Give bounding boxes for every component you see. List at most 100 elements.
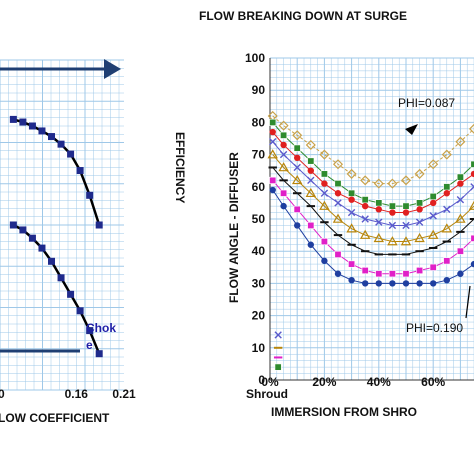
flow-arrow-head	[104, 59, 121, 79]
flow-angle-series-7-point	[294, 222, 301, 229]
flow-angle-series-6-point	[429, 263, 437, 271]
flow-angle-chart-title: FLOW BREAKING DOWN AT SURGE	[199, 9, 407, 23]
flow-angle-series-7-point	[457, 270, 464, 277]
flow-angle-x-tick-label: 20%	[312, 375, 336, 389]
phi-0190-pointer	[465, 285, 471, 319]
flow-angle-series-0-point	[360, 175, 371, 186]
flow-angle-series-2-point	[416, 206, 423, 213]
flow-angle-series-4-point	[427, 229, 439, 239]
flow-angle-series-4-point	[319, 200, 330, 210]
flow-angle-series-6-point	[361, 267, 369, 275]
flow-angle-series-7-point	[269, 186, 276, 194]
flow-angle-y-tick-label: 20	[252, 309, 266, 323]
efficiency-x-ticks: 0.16 0.21 0	[0, 387, 136, 401]
flow-angle-series-6-point	[269, 176, 277, 184]
flow-angle-series-7-point	[443, 276, 450, 284]
flow-angle-series-4-point	[346, 223, 357, 233]
flow-angle-series-2-point	[294, 154, 301, 162]
efficiency-series-0-point	[9, 115, 17, 123]
flow-angle-series-7-point	[348, 276, 355, 284]
efficiency-series-1-point	[67, 290, 75, 298]
efficiency-series-group	[9, 115, 103, 358]
flow-angle-series-1-point	[443, 183, 451, 191]
flow-angle-y-tick-label: 100	[245, 51, 265, 65]
flow-angle-y-tick-label: 80	[252, 115, 266, 129]
flow-angle-series-3-point	[361, 215, 369, 223]
efficiency-chart: 0.16 0.21 0 Chok e LOW COEFFICIENT EFFICIE…	[0, 59, 187, 425]
flow-angle-series-3-point	[347, 208, 356, 217]
flow-angle-series-1-point	[348, 189, 356, 197]
efficiency-arrows	[0, 59, 121, 353]
efficiency-x-axis-label: LOW COEFFICIENT	[0, 411, 110, 425]
flow-angle-series-3-point	[320, 189, 329, 197]
efficiency-series-1-point	[95, 350, 103, 358]
flow-angle-series-2-point	[334, 190, 342, 197]
phi-0087-arrowhead	[405, 124, 418, 135]
flow-angle-series-3-point	[443, 205, 451, 214]
flow-angle-series-7-point	[321, 257, 328, 265]
flow-angle-series-3-point	[334, 199, 342, 207]
flow-angle-y-tick-label: 90	[252, 83, 266, 97]
flow-angle-series-2-point	[362, 202, 369, 210]
flow-angle-y-tick-label: 60	[252, 180, 266, 194]
shroud-label: Shroud	[246, 387, 288, 401]
flow-angle-series-2-point	[280, 141, 287, 149]
flow-angle-series-3-point	[293, 163, 301, 172]
flow-angle-y-tick-label: 40	[252, 244, 266, 258]
flow-angle-series-0-point	[305, 139, 316, 150]
flow-angle-series-group	[267, 110, 474, 287]
flow-angle-series-1-point	[269, 118, 277, 126]
efficiency-series-0-point	[57, 140, 65, 148]
flow-angle-series-1-point	[293, 144, 301, 152]
flow-angle-x-axis-label: IMMERSION FROM SHRO	[271, 405, 417, 419]
flow-angle-series-0-point	[346, 168, 357, 179]
efficiency-grid	[0, 59, 124, 391]
flow-angle-y-tick-label: 30	[252, 276, 266, 290]
phi-0190-label: PHI=0.190	[406, 321, 463, 335]
flow-angle-series-1-point	[280, 131, 288, 139]
flow-angle-series-1-point	[334, 180, 342, 188]
flow-angle-y-axis-label: FLOW ANGLE - DIFFUSER	[227, 152, 241, 303]
flow-angle-series-1-point	[307, 157, 315, 165]
flow-angle-series-0-point	[414, 168, 425, 179]
flow-angle-y-tick-label: 10	[252, 341, 266, 355]
efficiency-series-1-point	[86, 327, 94, 335]
choke-annotation-line2: e	[86, 338, 93, 352]
flow-angle-series-2-point	[443, 190, 450, 197]
flow-angle-series-3-point	[470, 183, 474, 191]
flow-angle-series-6-point	[293, 205, 301, 213]
flow-angle-series-6-point	[280, 189, 288, 197]
efficiency-x-tick-label-partial: 0	[0, 387, 5, 401]
flow-angle-series-7-point	[362, 280, 369, 287]
flow-angle-series-7-point	[430, 280, 437, 287]
flow-angle-series-1-point	[402, 202, 410, 210]
flow-angle-series-2-point	[402, 209, 410, 216]
flow-angle-series-7-point	[389, 280, 396, 287]
efficiency-series-1-point	[28, 234, 36, 242]
efficiency-series-1-point	[9, 221, 17, 229]
flow-angle-series-0-point	[428, 159, 439, 170]
flow-angle-series-3-point	[456, 195, 465, 204]
flow-angle-series-6-point	[348, 260, 356, 268]
flow-angle-series-2-line	[272, 131, 474, 214]
flow-angle-series-4-point	[359, 229, 371, 239]
flow-angle-series-0-point	[387, 178, 398, 189]
flow-angle-x-tick-label: 40%	[367, 375, 391, 389]
efficiency-series-0-point	[48, 133, 56, 141]
flow-angle-series-2-point	[457, 180, 464, 187]
flow-angle-stray-marker-3	[274, 363, 282, 371]
flow-angle-series-0-point	[400, 175, 412, 186]
flow-angle-series-7-point	[470, 260, 474, 268]
flow-angle-series-2-point	[389, 209, 396, 216]
flow-angle-series-1-point	[416, 199, 424, 207]
flow-angle-series-1-point	[361, 196, 369, 204]
flow-angle-series-3-point	[307, 176, 315, 185]
flow-angle-series-0-point	[373, 178, 384, 189]
flow-angle-series-4-point	[455, 213, 466, 223]
efficiency-series-0-point	[67, 150, 75, 158]
flow-angle-series-2-point	[375, 206, 382, 213]
flow-angle-series-3-point	[388, 221, 397, 230]
flow-angle-series-1-point	[456, 173, 464, 181]
flow-angle-series-3-point	[415, 218, 424, 226]
flow-angle-series-6-point	[443, 257, 451, 265]
